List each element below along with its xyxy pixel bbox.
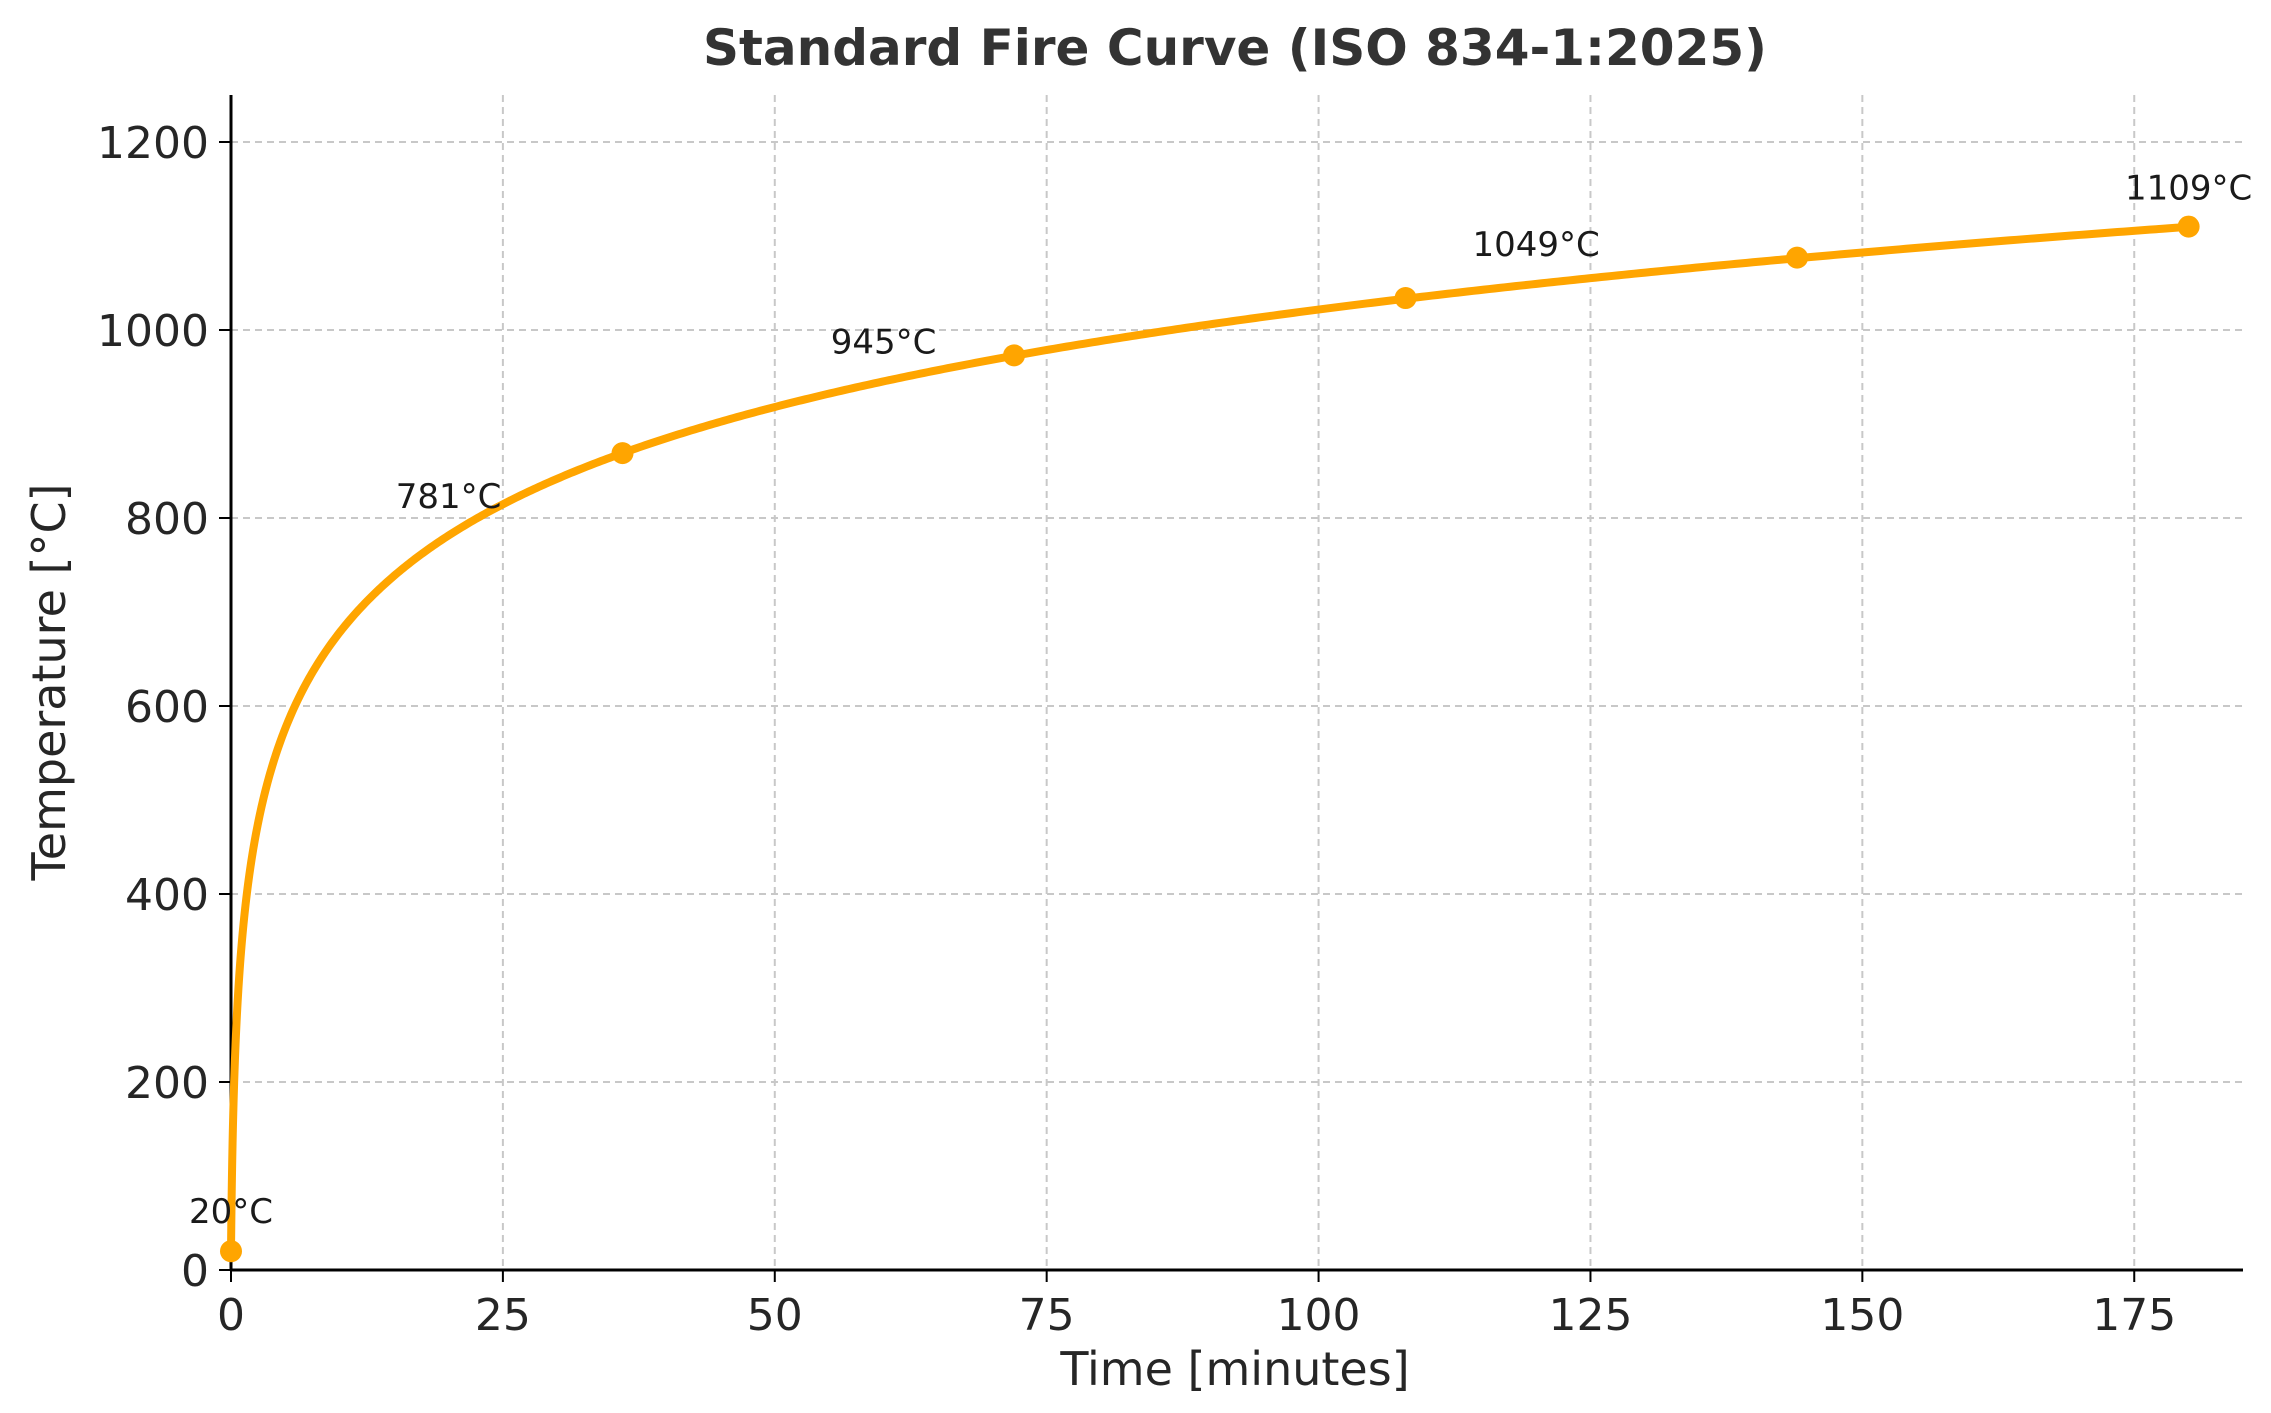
- y-tick-label: 800: [125, 494, 209, 545]
- data-annotation-label: 1109°C: [2125, 169, 2252, 209]
- x-tick-label: 150: [1820, 1290, 1904, 1341]
- y-axis-label: Temperature [°C]: [22, 483, 76, 881]
- data-point-marker: [2177, 215, 2200, 238]
- x-axis-label: Time [minutes]: [1059, 1342, 1409, 1396]
- data-point-marker: [220, 1240, 242, 1263]
- y-tick-label: 400: [125, 870, 209, 921]
- x-tick-label: 175: [2092, 1290, 2176, 1341]
- x-tick-label: 125: [1548, 1290, 1632, 1341]
- y-tick-label: 1000: [97, 306, 209, 357]
- series-layer: [220, 215, 2200, 1263]
- x-tick-label: 25: [475, 1290, 531, 1341]
- data-annotation-label: 945°C: [831, 323, 937, 363]
- y-tick-label: 600: [125, 682, 209, 733]
- x-tick-label: 100: [1277, 1290, 1361, 1341]
- data-annotation-label: 1049°C: [1472, 225, 1599, 265]
- data-point-marker: [611, 442, 634, 465]
- data-annotation-label: 781°C: [396, 477, 502, 517]
- annotation-layer: 20°C 781°C 945°C 1049°C 1109°C: [189, 169, 2252, 1233]
- chart-title: Standard Fire Curve (ISO 834-1:2025): [703, 19, 1767, 77]
- data-point-marker: [1394, 287, 1417, 310]
- x-tick-label: 50: [747, 1290, 803, 1341]
- x-tick-label: 75: [1019, 1290, 1075, 1341]
- series-line: [227, 222, 2193, 1256]
- data-point-marker: [1003, 344, 1026, 367]
- y-tick-label: 200: [125, 1058, 209, 1109]
- axes-layer: [229, 95, 2243, 1272]
- data-point-marker: [1786, 246, 1809, 269]
- y-tick-label: 0: [181, 1246, 209, 1297]
- x-tick-label: 0: [217, 1290, 245, 1341]
- y-tick-label: 1200: [97, 118, 209, 169]
- grid-layer: [231, 95, 2243, 1270]
- data-annotation-label: 20°C: [189, 1192, 273, 1232]
- ticks-layer: 0 25 50 75 100 125 150 175 0 200 400 600 800 1000 1200: [97, 118, 2176, 1341]
